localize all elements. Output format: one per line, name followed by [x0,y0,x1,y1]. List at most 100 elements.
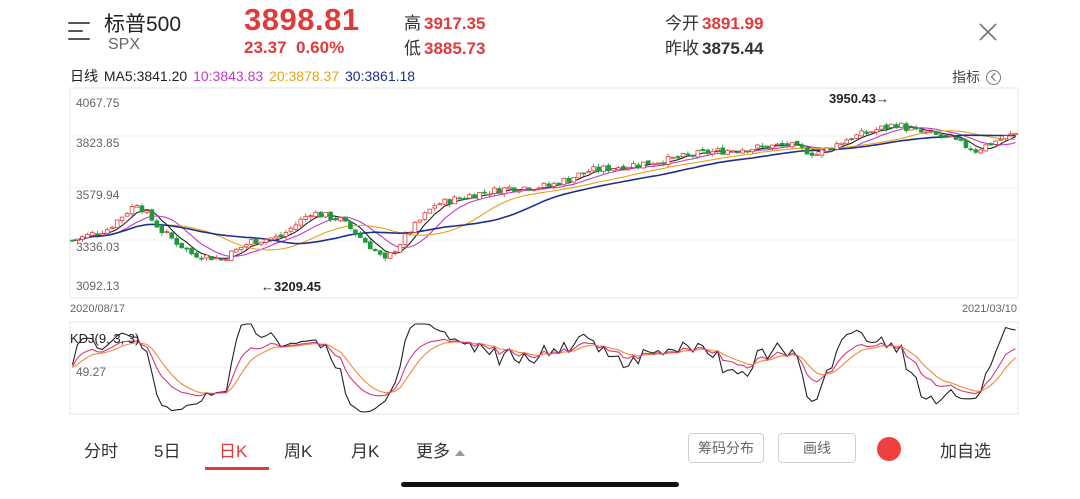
candle-body [829,147,835,150]
candle [273,233,279,241]
candle-body [884,124,889,129]
candle [164,229,170,234]
candle-body [824,147,830,152]
candle-body [477,192,482,200]
indicator-button[interactable]: 指标 [952,67,1001,87]
candle [407,232,413,237]
candle-body [273,235,279,239]
candle [973,147,979,155]
candle [581,172,586,176]
candle-body [665,155,671,165]
candle [452,195,457,205]
candle [114,219,120,231]
candle-body [492,187,497,194]
price-panel-frame [69,87,1019,299]
candle [765,145,770,149]
candle [467,193,472,199]
candle-body [343,216,348,222]
candle [983,144,989,152]
close-icon[interactable] [976,20,1000,44]
candle-body [933,131,939,135]
candle-body [879,125,884,130]
candle [760,142,765,148]
candle [372,248,378,252]
candle-body [358,233,363,238]
candle-body [338,216,343,222]
candle-body [149,209,155,221]
candle-body [904,123,909,131]
red-dot-icon[interactable] [877,437,901,461]
candle [363,236,368,243]
candle-body [660,162,666,165]
candle-body [75,238,80,241]
tab-5day[interactable]: 5日 [154,442,181,461]
candle-body [720,147,725,155]
candle [913,124,919,131]
candle-body [750,148,755,153]
draw-line-button[interactable]: 画线 [778,433,856,463]
high-label: 高 [404,14,421,33]
candle-body [253,238,259,245]
tab-weekly-k[interactable]: 周K [284,442,313,461]
candle [829,146,835,153]
candle [159,223,165,236]
candle [551,181,557,190]
candle-body [685,153,691,156]
tab-intraday[interactable]: 分时 [84,442,118,461]
candle-body [804,147,810,155]
candle-body [745,150,750,153]
indicator-label: 指标 [952,69,980,85]
kline-chart[interactable]: 4067.75 3823.85 3579.94 3336.03 3092.13 … [0,86,1080,421]
candle-body [238,247,244,250]
tab-daily-k[interactable]: 日K [219,442,248,461]
candle [725,149,730,155]
candle-body [700,149,706,152]
candle-body [1008,133,1013,136]
candle [338,216,343,223]
menu-icon[interactable] [68,22,90,40]
candle [323,212,328,219]
candle-body [278,234,284,238]
candle-body [521,186,527,190]
candle-body [194,252,199,258]
y-tick-label: 3336.03 [76,240,120,254]
candle [1013,132,1018,138]
candle [730,150,735,153]
candle [288,226,294,235]
kdj-k-line [72,338,1016,397]
prev-close-value: 3875.44 [702,39,764,58]
kdj-panel-frame [69,321,1019,415]
candle-body [119,216,125,221]
candle-body [859,130,864,137]
candle-body [923,131,929,134]
add-watchlist-button[interactable]: 加自选 [940,442,991,461]
candle-body [487,193,492,196]
candle [779,140,785,148]
candle-body [596,166,601,172]
candle-body [755,144,760,149]
kdj-j-line [71,323,1016,413]
candle-body [104,229,110,234]
candle-body [1013,132,1018,136]
candle [531,189,537,192]
chip-distribution-button[interactable]: 筹码分布 [688,433,764,463]
candle-body [601,165,606,172]
candle-body [695,150,701,158]
candle-body [799,144,805,148]
tab-monthly-k[interactable]: 月K [351,442,380,461]
candle-body [621,166,626,171]
candle-body [437,203,443,206]
tab-more[interactable]: 更多 [416,437,465,462]
candle-body [243,244,249,248]
ma20-value: 20:3878.37 [269,68,340,84]
candle [387,252,393,260]
candle [333,216,338,222]
candle-body [248,239,254,245]
candle-body [715,148,721,152]
candle [834,141,840,151]
ma10-value: 10:3843.83 [193,68,264,84]
candle [601,164,606,174]
candle [645,160,651,165]
candle-body [854,134,859,139]
tab-more-label: 更多 [416,442,450,461]
